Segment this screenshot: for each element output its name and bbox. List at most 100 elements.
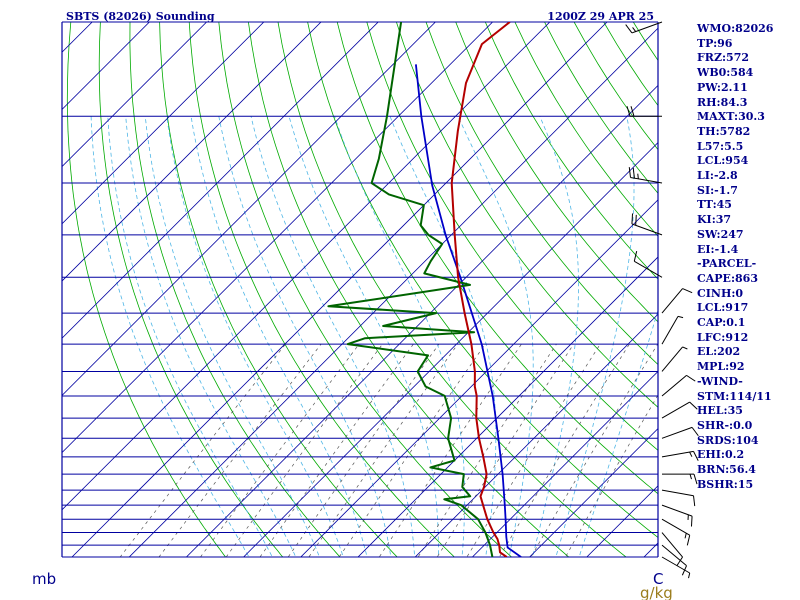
dry-adiabat: [307, 22, 658, 539]
isotherm: [529, 428, 658, 557]
moist-adiabat: [166, 116, 344, 557]
isotherm: [62, 22, 93, 53]
wind-barb-staff: [661, 288, 683, 314]
wind-barb: [661, 288, 693, 314]
isotherm: [62, 22, 436, 396]
dry-adiabat: [336, 22, 658, 495]
isotherm: [71, 22, 608, 557]
stat-item: L57:5.5: [697, 139, 744, 153]
dry-adiabat: [455, 22, 658, 323]
wind-barb: [625, 21, 663, 34]
mixing-ratio-line: [417, 343, 557, 557]
wind-barb-flag: [693, 473, 698, 485]
mixing-ratio-unit-label: g/kg: [640, 584, 673, 600]
moist-adiabat: [532, 116, 579, 557]
dry-adiabat: [98, 22, 284, 557]
wind-barb: [661, 450, 699, 461]
wind-barb-half: [689, 451, 693, 457]
stat-item: EI:-1.4: [697, 242, 739, 256]
stat-item: WMO:82026: [697, 22, 774, 35]
wind-barb-flag: [633, 250, 638, 262]
isotherm: [128, 27, 658, 557]
dry-adiabat: [366, 22, 658, 451]
isotherm: [62, 22, 494, 454]
stat-item: -WIND-: [697, 374, 743, 388]
wind-barb-staff: [631, 223, 663, 236]
stat-item: TP:96: [697, 36, 733, 50]
wind-barb: [661, 518, 691, 546]
wind-barb-flag: [693, 495, 696, 507]
moist-adiabat: [555, 116, 635, 557]
p-unit-label: mb: [32, 570, 56, 588]
wind-barb-half: [677, 315, 684, 319]
wind-barb-staff: [661, 401, 690, 419]
wind-barb-staff: [661, 426, 693, 439]
wind-barb: [631, 213, 663, 236]
wind-barb-staff: [661, 316, 679, 345]
isotherm: [62, 22, 322, 282]
stat-item: LCL:917: [697, 301, 749, 315]
stat-item: BRN:56.4: [697, 463, 756, 477]
wind-barb-flag: [693, 451, 699, 461]
wind-barb-staff: [634, 260, 663, 278]
wind-barb: [628, 167, 663, 184]
wind-barb: [661, 401, 698, 419]
isotherm: [357, 256, 658, 557]
wind-barb-staff: [630, 177, 663, 184]
dry-adiabat: [425, 22, 658, 366]
mixing-ratio-line: [378, 343, 522, 557]
wind-barb-half: [689, 473, 692, 480]
parcel-trace: [415, 64, 522, 557]
isotherm: [243, 142, 658, 557]
wind-barb: [626, 106, 662, 117]
isotherm: [471, 370, 658, 557]
moist-adiabat: [389, 116, 497, 557]
stats-panel: WMO:82026 TP:96 FRZ:572 WB0:584 PW:2.11 RH:84…: [697, 22, 800, 493]
wind-barb-staff: [661, 374, 687, 397]
stat-item: MPL:92: [697, 360, 745, 374]
stat-item: CAPE:863: [697, 271, 758, 285]
wind-barb: [662, 473, 698, 485]
isotherm: [62, 22, 150, 110]
mixing-ratio-line: [308, 343, 459, 557]
stat-item: SRDS:104: [697, 433, 759, 447]
wind-barb: [661, 544, 687, 576]
stat-item: -PARCEL-: [697, 257, 757, 271]
wind-barb: [661, 504, 693, 527]
wind-barb-flag: [630, 106, 635, 117]
mixing-ratio-line: [259, 343, 414, 557]
mixing-ratio-line: [565, 394, 658, 557]
isotherms: [62, 22, 658, 557]
stat-item: WB0:584: [697, 66, 754, 80]
wind-barb-flag: [635, 214, 637, 226]
wind-barb-half: [632, 27, 637, 32]
dry-adiabat: [159, 22, 398, 557]
wind-barb-flag: [686, 374, 696, 382]
stat-item: STM:114/11: [697, 389, 772, 403]
wind-barb-half: [682, 346, 688, 350]
dewpoint-trace: [327, 22, 494, 557]
wind-barb: [661, 315, 684, 345]
stat-item: LFC:912: [697, 330, 749, 344]
stat-item: TH:5782: [697, 124, 751, 138]
stat-item: EL:202: [697, 345, 741, 359]
wind-barb-staff: [661, 544, 687, 567]
moist-adiabats: [90, 116, 658, 557]
moist-adiabat: [218, 116, 392, 557]
dry-adiabat: [396, 22, 658, 408]
wind-barb-staff: [661, 532, 683, 558]
dry-adiabat: [248, 22, 570, 557]
isotherm: [414, 313, 658, 557]
mixing-ratio-line: [466, 343, 601, 557]
wind-barb-flag: [626, 106, 631, 117]
wind-barb-flag: [691, 427, 699, 437]
wind-barb-flag: [690, 516, 693, 527]
stat-item: CINH:0: [697, 286, 744, 300]
stat-item: HEL:35: [697, 404, 743, 418]
isotherm: [185, 84, 658, 557]
wind-barb: [661, 346, 688, 372]
profile-lines: [327, 22, 522, 557]
isotherm: [62, 22, 265, 225]
wind-barb-flag: [628, 167, 631, 178]
stat-item: BSHR:15: [697, 477, 754, 491]
